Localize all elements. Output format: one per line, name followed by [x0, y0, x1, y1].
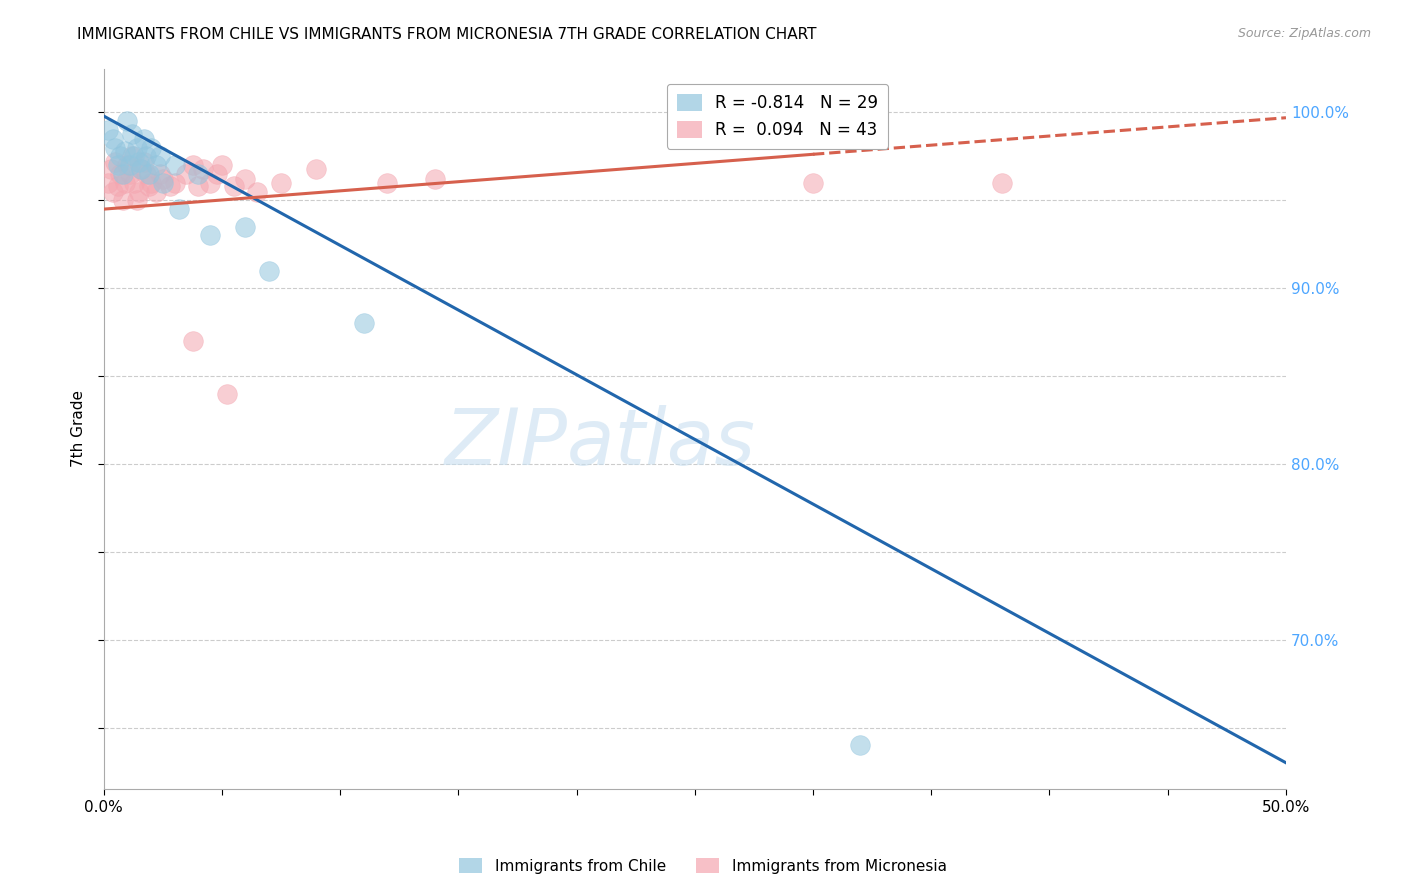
Point	[128, 154, 150, 169]
Point	[124, 176, 146, 190]
Point	[145, 185, 167, 199]
Point	[139, 176, 162, 190]
Point	[128, 185, 150, 199]
Point	[135, 149, 157, 163]
Point	[138, 179, 160, 194]
Point	[149, 167, 172, 181]
Point	[118, 158, 141, 172]
Point	[131, 161, 153, 176]
Point	[132, 154, 155, 169]
Point	[152, 172, 174, 186]
Point	[353, 317, 375, 331]
Point	[118, 167, 141, 181]
Point	[205, 167, 228, 181]
Point	[108, 149, 131, 163]
Point	[101, 185, 124, 199]
Point	[139, 140, 162, 154]
Point	[117, 158, 139, 172]
Point	[305, 161, 328, 176]
Point	[114, 176, 136, 190]
Point	[187, 179, 209, 194]
Point	[117, 114, 139, 128]
Point	[191, 161, 214, 176]
Point	[215, 386, 238, 401]
Y-axis label: 7th Grade: 7th Grade	[72, 391, 86, 467]
Point	[235, 219, 257, 234]
Point	[163, 176, 186, 190]
Text: ZIPatlas: ZIPatlas	[444, 405, 755, 482]
Point	[111, 194, 134, 208]
Point	[423, 172, 446, 186]
Point	[235, 172, 257, 186]
Point	[131, 161, 153, 176]
Point	[198, 176, 221, 190]
Point	[152, 176, 174, 190]
Point	[101, 132, 124, 146]
Point	[377, 176, 399, 190]
Point	[108, 167, 131, 181]
Point	[159, 179, 181, 194]
Point	[100, 161, 122, 176]
Point	[104, 140, 127, 154]
Point	[135, 167, 157, 181]
Point	[801, 176, 824, 190]
Point	[187, 167, 209, 181]
Point	[114, 144, 136, 158]
Point	[211, 158, 233, 172]
Point	[125, 194, 148, 208]
Point	[176, 167, 198, 181]
Point	[97, 176, 120, 190]
Point	[107, 158, 129, 172]
Point	[145, 158, 167, 172]
Text: IMMIGRANTS FROM CHILE VS IMMIGRANTS FROM MICRONESIA 7TH GRADE CORRELATION CHART: IMMIGRANTS FROM CHILE VS IMMIGRANTS FROM…	[77, 27, 817, 42]
Point	[198, 228, 221, 243]
Legend: Immigrants from Chile, Immigrants from Micronesia: Immigrants from Chile, Immigrants from M…	[453, 852, 953, 880]
Point	[121, 149, 143, 163]
Text: Source: ZipAtlas.com: Source: ZipAtlas.com	[1237, 27, 1371, 40]
Point	[107, 179, 129, 194]
Point	[149, 149, 172, 163]
Point	[991, 176, 1014, 190]
Point	[270, 176, 292, 190]
Point	[97, 123, 120, 137]
Point	[849, 738, 872, 752]
Point	[246, 185, 269, 199]
Point	[183, 158, 205, 172]
Point	[124, 149, 146, 163]
Point	[138, 167, 160, 181]
Point	[163, 158, 186, 172]
Point	[222, 179, 245, 194]
Point	[169, 202, 191, 216]
Point	[121, 127, 143, 141]
Point	[125, 140, 148, 154]
Point	[257, 263, 280, 277]
Point	[183, 334, 205, 348]
Point	[104, 154, 127, 169]
Point	[111, 167, 134, 181]
Point	[132, 132, 155, 146]
Legend: R = -0.814   N = 29, R =  0.094   N = 43: R = -0.814 N = 29, R = 0.094 N = 43	[666, 84, 889, 149]
